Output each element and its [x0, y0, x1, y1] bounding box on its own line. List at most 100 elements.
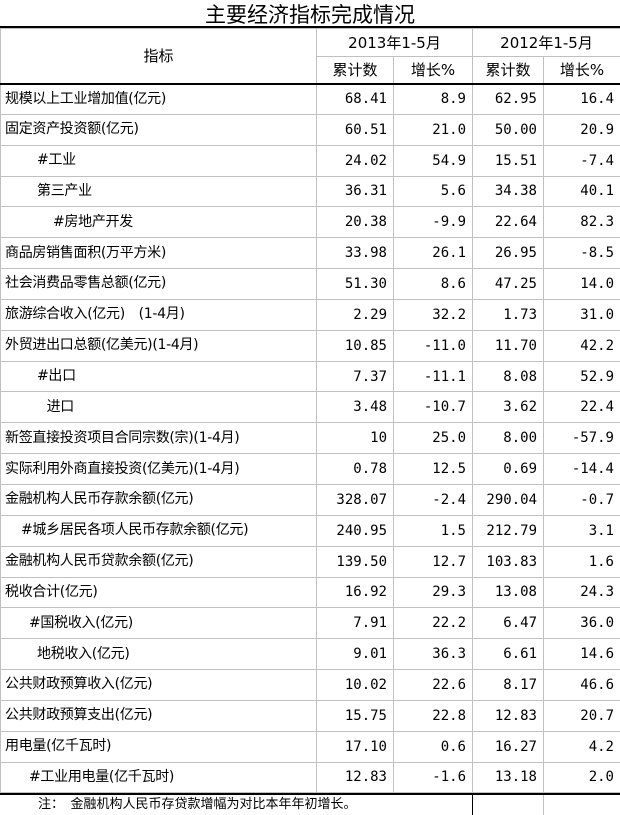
growth-2013: 54.9	[394, 145, 473, 176]
cumulative-2012: 47.25	[473, 269, 544, 300]
growth-2013: -2.4	[394, 484, 473, 515]
growth-2013: 8.9	[394, 84, 473, 115]
cumulative-2013: 9.01	[317, 639, 394, 670]
growth-2013: 22.6	[394, 670, 473, 701]
header-indicator: 指标	[1, 29, 317, 84]
cumulative-2012: 8.00	[473, 423, 544, 454]
growth-2012: 31.0	[544, 299, 620, 330]
growth-2013: -11.1	[394, 361, 473, 392]
cumulative-2012: 15.51	[473, 145, 544, 176]
growth-2013: 36.3	[394, 639, 473, 670]
growth-2012: -57.9	[544, 423, 620, 454]
cumulative-2013: 10.02	[317, 670, 394, 701]
header-cumulative-2012: 累计数	[473, 56, 544, 84]
growth-2012: 22.4	[544, 392, 620, 423]
growth-2012: 4.2	[544, 731, 620, 762]
cumulative-2012: 3.62	[473, 392, 544, 423]
cumulative-2013: 33.98	[317, 238, 394, 269]
growth-2012: 36.0	[544, 608, 620, 639]
cumulative-2013: 240.95	[317, 515, 394, 546]
footnote: 注： 金融机构人民币存贷款增幅为对比本年年初增长。	[0, 793, 620, 813]
cumulative-2012: 16.27	[473, 731, 544, 762]
row-label: #国税收入(亿元)	[1, 608, 317, 639]
growth-2012: 20.9	[544, 114, 620, 145]
cumulative-2012: 8.08	[473, 361, 544, 392]
cumulative-2012: 11.70	[473, 330, 544, 361]
growth-2013: 22.8	[394, 700, 473, 731]
footnote-text: 注： 金融机构人民币存贷款增幅为对比本年年初增长。	[38, 795, 468, 814]
row-label: 公共财政预算收入(亿元)	[1, 670, 317, 701]
growth-2013: 1.5	[394, 515, 473, 546]
cumulative-2013: 15.75	[317, 700, 394, 731]
cumulative-2012: 6.61	[473, 639, 544, 670]
footer-divider	[472, 795, 473, 815]
cumulative-2013: 0.78	[317, 454, 394, 485]
cumulative-2012: 8.17	[473, 670, 544, 701]
cumulative-2013: 36.31	[317, 176, 394, 207]
row-label: 金融机构人民币存款余额(亿元)	[1, 484, 317, 515]
growth-2013: 12.7	[394, 546, 473, 577]
growth-2012: 2.0	[544, 762, 620, 793]
growth-2013: 29.3	[394, 577, 473, 608]
row-label: 新签直接投资项目合同宗数(宗)(1-4月)	[1, 423, 317, 454]
growth-2012: 16.4	[544, 84, 620, 115]
cumulative-2013: 10.85	[317, 330, 394, 361]
cumulative-2013: 12.83	[317, 762, 394, 793]
growth-2012: 42.2	[544, 330, 620, 361]
growth-2013: 25.0	[394, 423, 473, 454]
row-label: #工业	[1, 145, 317, 176]
growth-2013: 21.0	[394, 114, 473, 145]
cumulative-2013: 7.91	[317, 608, 394, 639]
row-label: 进口	[1, 392, 317, 423]
row-label: 公共财政预算支出(亿元)	[1, 700, 317, 731]
cumulative-2012: 6.47	[473, 608, 544, 639]
growth-2012: -14.4	[544, 454, 620, 485]
row-label: 第三产业	[1, 176, 317, 207]
cumulative-2013: 328.07	[317, 484, 394, 515]
growth-2012: 20.7	[544, 700, 620, 731]
growth-2013: 0.6	[394, 731, 473, 762]
growth-2013: -1.6	[394, 762, 473, 793]
growth-2013: -10.7	[394, 392, 473, 423]
cumulative-2012: 12.83	[473, 700, 544, 731]
cumulative-2013: 10	[317, 423, 394, 454]
row-label: 实际利用外商直接投资(亿美元)(1-4月)	[1, 454, 317, 485]
cumulative-2012: 0.69	[473, 454, 544, 485]
growth-2012: 52.9	[544, 361, 620, 392]
growth-2012: 1.6	[544, 546, 620, 577]
row-label: 金融机构人民币贷款余额(亿元)	[1, 546, 317, 577]
growth-2012: 24.3	[544, 577, 620, 608]
row-label: #房地产开发	[1, 207, 317, 238]
row-label: 地税收入(亿元)	[1, 639, 317, 670]
row-label: #城乡居民各项人民币存款余额(亿元)	[1, 515, 317, 546]
header-cumulative-2013: 累计数	[317, 56, 394, 84]
cumulative-2012: 1.73	[473, 299, 544, 330]
cumulative-2013: 20.38	[317, 207, 394, 238]
growth-2013: 8.6	[394, 269, 473, 300]
row-label: 规模以上工业增加值(亿元)	[1, 84, 317, 115]
growth-2012: -8.5	[544, 238, 620, 269]
header-growth-2013: 增长%	[394, 56, 473, 84]
cumulative-2012: 13.08	[473, 577, 544, 608]
row-label: 固定资产投资额(亿元)	[1, 114, 317, 145]
row-label: #工业用电量(亿千瓦时)	[1, 762, 317, 793]
indicators-table: 指标 2013年1-5月 2012年1-5月 累计数 增长% 累计数 增长% 规…	[0, 28, 620, 793]
cumulative-2013: 68.41	[317, 84, 394, 115]
table-title: 主要经济指标完成情况	[0, 0, 620, 28]
cumulative-2013: 16.92	[317, 577, 394, 608]
cumulative-2013: 51.30	[317, 269, 394, 300]
cumulative-2013: 24.02	[317, 145, 394, 176]
row-label: 税收合计(亿元)	[1, 577, 317, 608]
